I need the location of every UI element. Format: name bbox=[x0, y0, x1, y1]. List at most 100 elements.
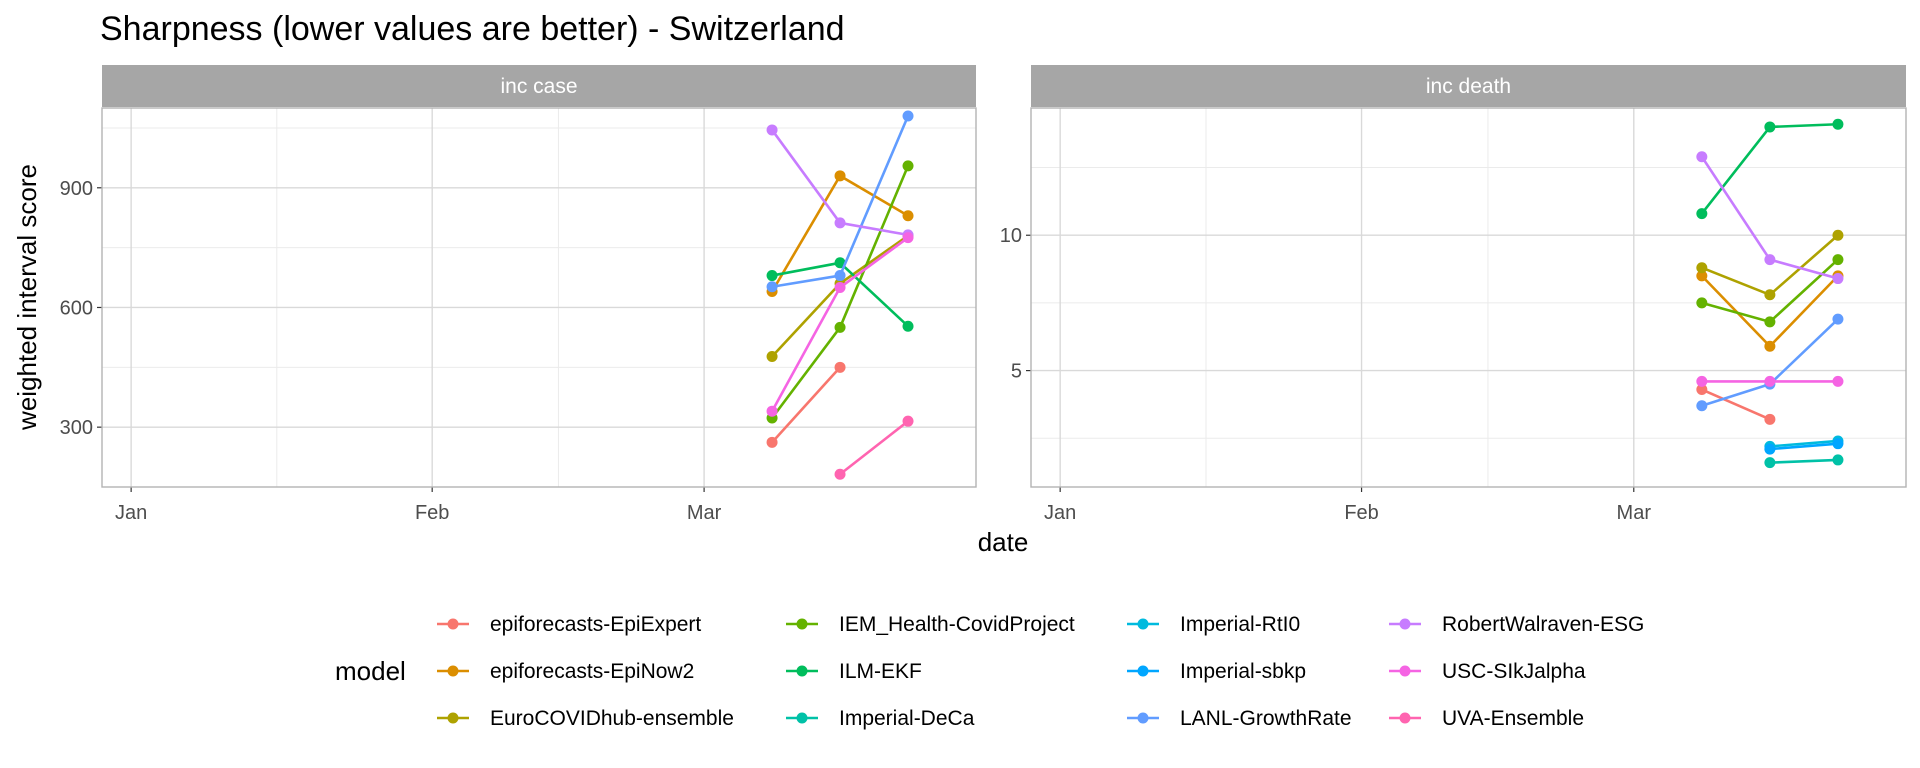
series-robertwalraven-esg bbox=[1696, 151, 1844, 285]
data-point bbox=[1696, 208, 1708, 220]
data-point bbox=[1764, 289, 1776, 301]
legend-item-usc-sikjalpha: USC-SIkJalpha bbox=[1389, 660, 1586, 683]
data-point bbox=[1764, 254, 1776, 266]
data-point bbox=[1696, 400, 1708, 412]
data-point bbox=[1696, 384, 1708, 396]
data-point bbox=[1832, 118, 1844, 130]
panel-strip-label: inc death bbox=[1426, 75, 1511, 98]
series-usc-sikjalpha bbox=[766, 232, 914, 417]
data-point bbox=[1832, 375, 1844, 387]
legend-label: RobertWalraven-ESG bbox=[1442, 613, 1644, 636]
legend-key-point bbox=[447, 618, 459, 630]
data-point bbox=[834, 361, 846, 373]
data-point bbox=[902, 320, 914, 332]
data-point bbox=[1832, 438, 1844, 450]
y-tick-label: 10 bbox=[1000, 225, 1022, 247]
panel-strip bbox=[102, 65, 976, 107]
data-point bbox=[766, 351, 778, 363]
y-tick-label: 300 bbox=[60, 417, 93, 439]
legend-item-imperial-deca: Imperial-DeCa bbox=[786, 707, 975, 730]
legend-key-point bbox=[447, 665, 459, 677]
chart-title: Sharpness (lower values are better) - Sw… bbox=[100, 10, 845, 48]
legend-item-epiforecasts-epiexpert: epiforecasts-EpiExpert bbox=[437, 613, 701, 636]
legend-item-lanl-growthrate: LANL-GrowthRate bbox=[1127, 707, 1352, 730]
data-point bbox=[1764, 375, 1776, 387]
series-line bbox=[1769, 442, 1839, 451]
legend-key-point bbox=[1137, 618, 1149, 630]
panel-inc-death: 5 10 Jan Feb Mar inc death bbox=[1000, 65, 1907, 524]
legend-item-imperial-rti0: Imperial-RtI0 bbox=[1127, 613, 1300, 636]
series-lanl-growthrate bbox=[766, 110, 914, 293]
series-epiforecasts-epiexpert bbox=[766, 361, 846, 448]
y-tick-label: 5 bbox=[1011, 361, 1022, 383]
legend-item-ilm-ekf: ILM-EKF bbox=[786, 660, 922, 683]
legend-label: epiforecasts-EpiExpert bbox=[490, 613, 701, 636]
data-point bbox=[766, 270, 778, 282]
data-point bbox=[902, 415, 914, 427]
data-point bbox=[1696, 270, 1708, 282]
data-point bbox=[1764, 316, 1776, 328]
x-axis-title: date bbox=[978, 527, 1029, 557]
data-point bbox=[1832, 229, 1844, 241]
legend: model epiforecasts-EpiExpert epiforecasts… bbox=[335, 613, 1644, 730]
data-point bbox=[834, 321, 846, 333]
legend-key-point bbox=[796, 665, 808, 677]
legend-item-imperial-sbkp: Imperial-sbkp bbox=[1127, 660, 1306, 683]
data-point bbox=[766, 405, 778, 417]
panel-inc-case: 300 600 900 Jan Feb Mar inc case bbox=[60, 65, 977, 524]
legend-label: EuroCOVIDhub-ensemble bbox=[490, 707, 734, 730]
legend-key-point bbox=[1137, 665, 1149, 677]
x-tick-label: Mar bbox=[1617, 502, 1652, 524]
series-line bbox=[771, 366, 842, 444]
panels: 300 600 900 Jan Feb Mar inc case 5 10 Jan Feb Mar in… bbox=[60, 65, 1907, 524]
legend-item-eurocovidhub-ensemble: EuroCOVIDhub-ensemble bbox=[437, 707, 734, 730]
y-tick-label: 900 bbox=[60, 178, 93, 200]
series-imperial-deca bbox=[1764, 454, 1844, 469]
legend-item-uva-ensemble: UVA-Ensemble bbox=[1389, 707, 1584, 730]
data-point bbox=[1764, 340, 1776, 352]
panel-background bbox=[102, 108, 976, 487]
x-tick-label: Jan bbox=[1044, 502, 1076, 524]
legend-key-point bbox=[447, 712, 459, 724]
series-uva-ensemble bbox=[834, 415, 914, 480]
series-eurocovidhub-ensemble bbox=[1696, 229, 1844, 301]
series-epiforecasts-epiexpert bbox=[1696, 384, 1776, 425]
series-epiforecasts-epinow2 bbox=[1696, 270, 1844, 352]
legend-item-robertwalraven-esg: RobertWalraven-ESG bbox=[1389, 613, 1644, 636]
data-point bbox=[1764, 121, 1776, 133]
y-tick-label: 600 bbox=[60, 297, 93, 319]
x-tick-label: Feb bbox=[415, 502, 449, 524]
data-point bbox=[902, 110, 914, 122]
legend-key-point bbox=[1399, 665, 1411, 677]
legend-key-point bbox=[1399, 712, 1411, 724]
legend-label: UVA-Ensemble bbox=[1442, 707, 1584, 730]
legend-label: IEM_Health-CovidProject bbox=[839, 613, 1075, 636]
x-tick-label: Feb bbox=[1344, 502, 1378, 524]
x-tick-label: Mar bbox=[687, 502, 722, 524]
series-ilm-ekf bbox=[766, 257, 914, 332]
legend-label: Imperial-sbkp bbox=[1180, 660, 1306, 683]
panel-background bbox=[1031, 108, 1906, 487]
data-point bbox=[766, 124, 778, 136]
legend-key-point bbox=[796, 618, 808, 630]
series-line bbox=[1769, 439, 1839, 448]
panel-border bbox=[101, 107, 977, 488]
data-point bbox=[902, 160, 914, 172]
series-ilm-ekf bbox=[1696, 118, 1844, 220]
data-point bbox=[834, 282, 846, 294]
data-point bbox=[1832, 313, 1844, 325]
data-point bbox=[1696, 151, 1708, 163]
legend-label: USC-SIkJalpha bbox=[1442, 660, 1586, 683]
legend-label: Imperial-DeCa bbox=[839, 707, 975, 730]
data-point bbox=[1764, 457, 1776, 469]
data-point bbox=[902, 232, 914, 244]
data-point bbox=[1832, 454, 1844, 466]
panel-strip bbox=[1031, 65, 1906, 107]
series-line bbox=[1701, 388, 1771, 421]
data-point bbox=[766, 436, 778, 448]
legend-key-point bbox=[796, 712, 808, 724]
data-point bbox=[1696, 262, 1708, 274]
series-usc-sikjalpha bbox=[1696, 375, 1844, 387]
series-iem-health-covidproject bbox=[1696, 254, 1844, 328]
